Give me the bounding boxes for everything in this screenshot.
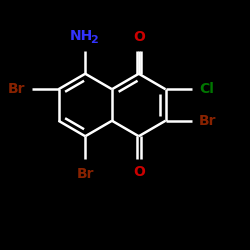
Text: Br: Br bbox=[199, 114, 216, 128]
Text: Cl: Cl bbox=[199, 82, 214, 96]
Text: O: O bbox=[133, 166, 145, 179]
Text: Br: Br bbox=[8, 82, 25, 96]
Text: O: O bbox=[133, 30, 145, 44]
Text: NH: NH bbox=[70, 29, 93, 43]
Text: Br: Br bbox=[76, 167, 94, 181]
Text: 2: 2 bbox=[90, 35, 98, 45]
